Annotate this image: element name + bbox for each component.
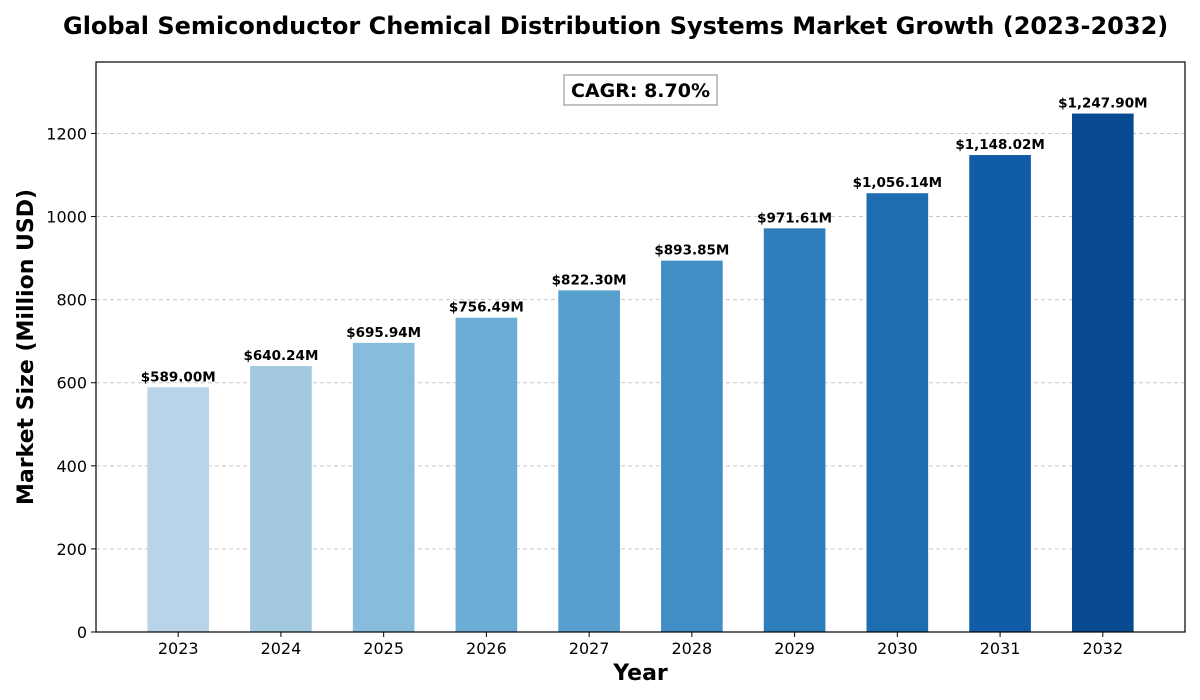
chart-title: Global Semiconductor Chemical Distributi… (63, 12, 1168, 40)
x-tick-label-2027: 2027 (569, 639, 610, 658)
bar-2027 (558, 290, 620, 632)
bar-2025 (352, 342, 415, 632)
data-label-2029: $971.61M (757, 210, 832, 226)
x-axis-label: Year (612, 661, 668, 686)
y-tick-label: 1200 (46, 124, 87, 143)
bar-2032 (1071, 113, 1134, 633)
data-label-2026: $756.49M (449, 300, 524, 316)
data-label-2028: $893.85M (654, 243, 729, 259)
cagr-annotation: CAGR: 8.70% (571, 80, 710, 102)
data-label-2030: $1,056.14M (853, 175, 942, 191)
x-tick-label-2032: 2032 (1082, 639, 1123, 658)
x-tick-label-2024: 2024 (261, 639, 302, 658)
x-axis-ticks: 2023 2024 2025 2026 2027 2028 2029 2030 2031 2032 (158, 632, 1123, 658)
x-tick-label-2031: 2031 (980, 639, 1021, 658)
bar-2023 (147, 387, 210, 632)
cagr-box-frame (563, 74, 718, 106)
x-tick-label-2026: 2026 (466, 639, 507, 658)
data-label-2023: $589.00M (141, 369, 216, 385)
bar-2026 (455, 317, 518, 632)
data-label-2031: $1,148.02M (955, 137, 1044, 153)
y-tick-label: 1000 (46, 208, 87, 227)
bar-2024 (250, 366, 312, 632)
data-label-2027: $822.30M (552, 272, 627, 288)
data-label-2025: $695.94M (346, 325, 421, 341)
x-tick-label-2023: 2023 (158, 639, 199, 658)
plot-frame (95, 61, 1186, 633)
data-labels: $589.00M $640.24M $695.94M $756.49M $822.30M… (141, 96, 1148, 386)
bar-2030 (866, 193, 929, 632)
y-tick-label: 800 (56, 291, 87, 310)
x-tick-label-2030: 2030 (877, 639, 918, 658)
x-tick-label-2029: 2029 (774, 639, 815, 658)
y-axis-ticks: 0 200 400 600 800 1000 1200 (46, 124, 96, 642)
y-tick-label: 0 (77, 623, 87, 642)
x-tick-label-2028: 2028 (672, 639, 713, 658)
bar-2028 (661, 260, 723, 632)
data-label-2032: $1,247.90M (1058, 96, 1147, 112)
y-tick-label: 600 (56, 374, 87, 393)
bar-2031 (969, 155, 1031, 632)
cagr-box: CAGR: 8.70% (563, 74, 718, 106)
y-tick-label: 400 (56, 457, 87, 476)
data-label-2024: $640.24M (243, 348, 318, 364)
y-tick-label: 200 (56, 540, 87, 559)
bar-2029 (763, 228, 826, 633)
bars (147, 113, 1134, 633)
y-axis-label: Market Size (Million USD) (14, 189, 39, 505)
x-tick-label-2025: 2025 (363, 639, 404, 658)
